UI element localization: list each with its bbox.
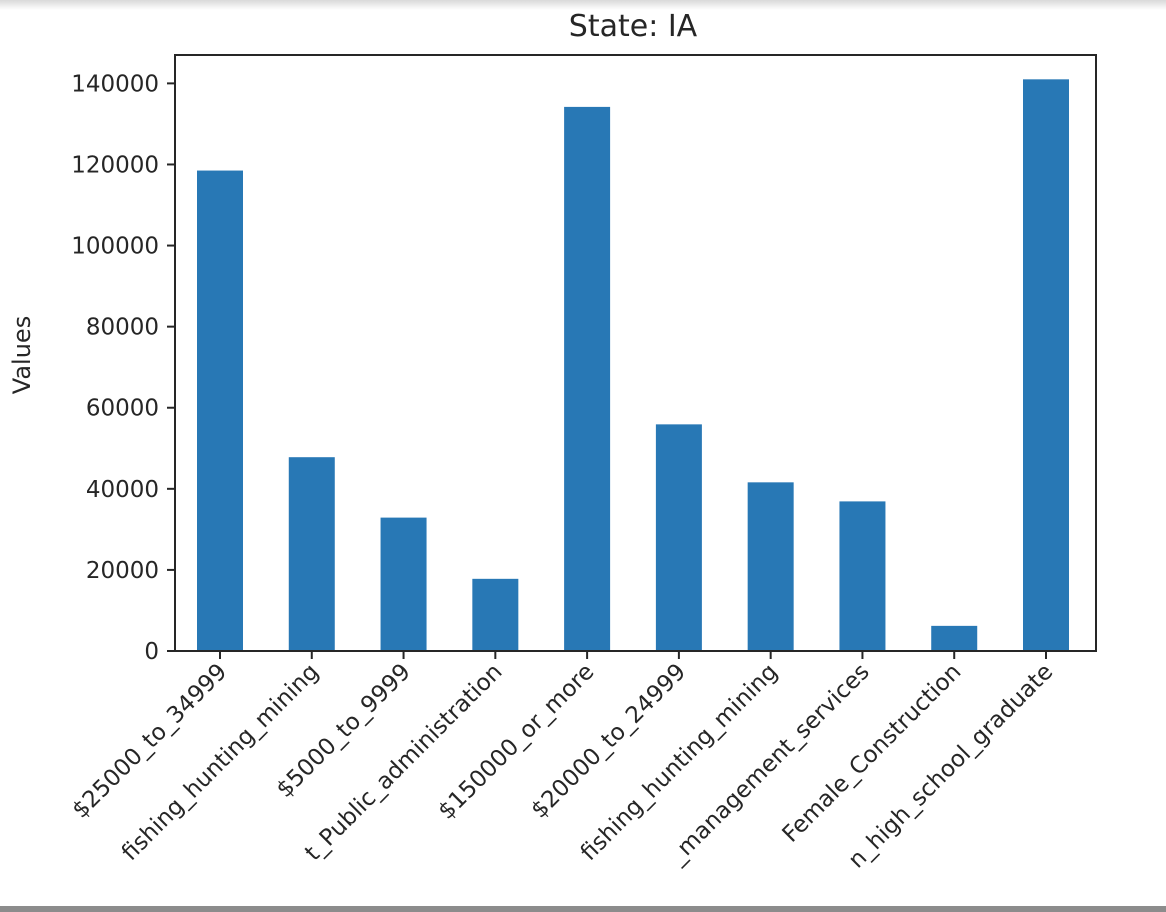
y-tick-label: 100000 [71, 234, 159, 260]
y-tick-label: 80000 [86, 315, 159, 341]
bars-layer [197, 79, 1069, 651]
y-axis-ticks: 0 20000 40000 60000 80000 100000 120000 140000 [71, 71, 175, 665]
bar-7 [747, 482, 794, 651]
bar-4 [472, 578, 519, 651]
chart-title: State: IA [569, 9, 698, 44]
bar-1 [197, 170, 243, 651]
x-axis-ticks: $25000_to_34999fishing_hunting_mining$50… [67, 651, 1058, 874]
y-tick-label: 0 [144, 639, 159, 665]
x-tick-label: $150000_or_more [434, 659, 600, 825]
y-tick-label: 40000 [86, 477, 159, 503]
top-edge-shadow [0, 0, 1166, 10]
y-tick-label: 20000 [86, 558, 159, 584]
bar-10 [1023, 79, 1069, 651]
x-tick-label: Female_Construction [778, 659, 967, 848]
plot-frame [174, 54, 1097, 652]
bar-9 [931, 625, 978, 651]
y-axis-label: Values [8, 316, 36, 394]
bar-8 [839, 501, 886, 651]
y-tick-label: 60000 [86, 396, 159, 422]
y-tick-label: 120000 [71, 152, 159, 178]
x-tick-label: $25000_to_34999 [67, 659, 232, 824]
bar-2 [288, 457, 335, 651]
x-tick-label: $20000_to_24999 [526, 659, 691, 824]
bar-5 [564, 106, 611, 651]
bar-6 [655, 424, 702, 651]
bottom-edge-bar [0, 906, 1166, 912]
bar-3 [380, 517, 427, 651]
y-tick-label: 140000 [71, 71, 159, 97]
